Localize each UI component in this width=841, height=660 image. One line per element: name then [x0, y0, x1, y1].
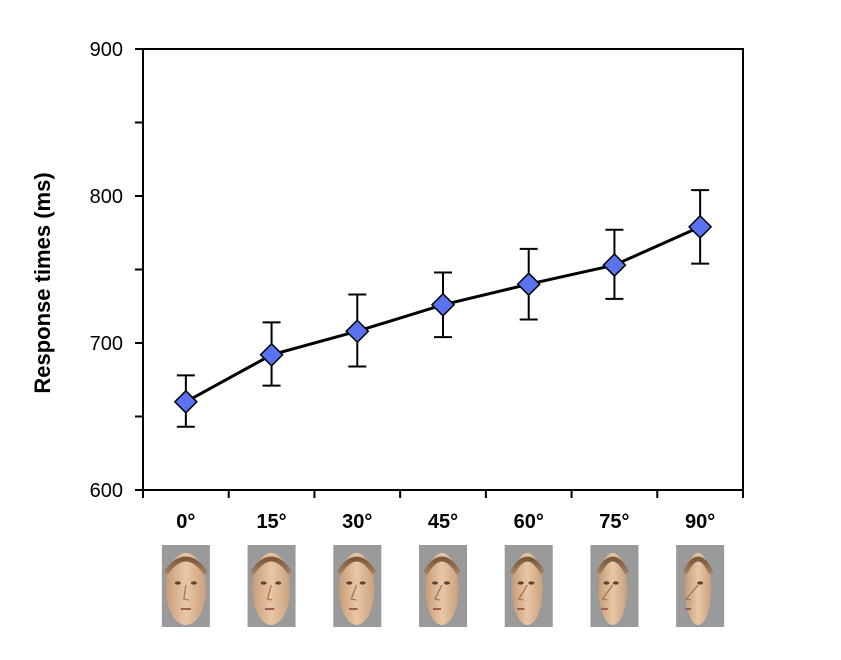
- data-point: [173, 389, 198, 414]
- face-15deg-thumbnail: [247, 545, 296, 627]
- y-tick-label: 700: [90, 333, 123, 355]
- series-layer: [173, 189, 713, 428]
- y-tick-label: 800: [90, 186, 123, 208]
- y-tick-label: 600: [90, 480, 123, 502]
- x-tick-label: 75°: [599, 511, 629, 533]
- y-axis-label: Response times (ms): [30, 172, 55, 393]
- x-tick-label: 15°: [256, 511, 286, 533]
- plot-area: [142, 48, 744, 491]
- data-point: [259, 342, 284, 367]
- x-tick-label: 0°: [176, 511, 195, 533]
- face-thumbnails: [161, 545, 725, 627]
- y-axis: 600 700 800 900: [90, 39, 143, 502]
- face-90deg-thumbnail: [676, 545, 725, 627]
- data-point: [345, 319, 370, 344]
- face-75deg-thumbnail: [590, 545, 639, 627]
- data-point: [602, 253, 627, 278]
- x-axis: 0° 15° 30° 45° 60° 75° 90°: [142, 490, 744, 533]
- face-0deg-thumbnail: [161, 545, 210, 627]
- face-45deg-thumbnail: [419, 545, 467, 627]
- x-tick-label: 45°: [428, 511, 458, 533]
- data-point: [430, 292, 456, 317]
- face-60deg-thumbnail: [504, 545, 553, 627]
- data-point: [688, 214, 713, 239]
- x-tick-label: 60°: [514, 511, 544, 533]
- data-point: [516, 272, 541, 297]
- x-tick-label: 30°: [342, 511, 372, 533]
- x-tick-label: 90°: [685, 511, 715, 533]
- y-tick-label: 900: [90, 39, 123, 61]
- face-30deg-thumbnail: [333, 545, 382, 627]
- plot-frame: [142, 48, 744, 491]
